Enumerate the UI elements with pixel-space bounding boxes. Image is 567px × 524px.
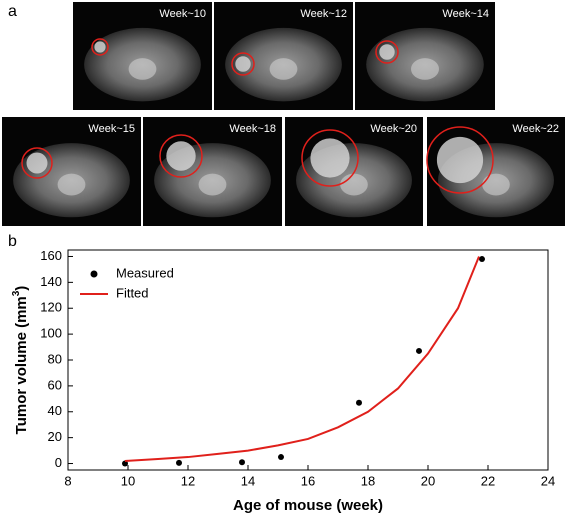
tumor (436, 136, 484, 184)
x-tick-label: 14 (241, 473, 255, 488)
data-point (356, 399, 362, 406)
mri-image: Week~10 (73, 2, 212, 110)
y-tick-label: 40 (48, 403, 62, 418)
legend-marker (90, 270, 98, 278)
data-point (122, 460, 128, 467)
tissue-inner (128, 58, 157, 80)
x-tick-label: 12 (181, 473, 195, 488)
y-axis-label: Tumor volume (mm3) (11, 286, 30, 435)
tumor-circle (91, 38, 109, 56)
x-tick-label: 8 (64, 473, 71, 488)
mri-image: Week~14 (355, 2, 495, 110)
tissue-inner (269, 58, 298, 80)
image-label: Week~20 (370, 123, 417, 135)
y-tick-label: 100 (40, 326, 62, 341)
y-axis-label-tail: ) (13, 286, 30, 291)
image-label: Week~15 (88, 123, 135, 135)
mri-image: Week~18 (143, 117, 282, 226)
x-tick-label: 10 (121, 473, 135, 488)
y-tick-label: 0 (55, 455, 62, 470)
plot-frame (67, 249, 549, 471)
y-tick-label: 140 (40, 274, 62, 289)
image-grid: Week~10 Week~12 Week~14 Week~15 Week~18 Week~… (2, 2, 565, 226)
data-point (239, 459, 245, 466)
tumor (310, 138, 350, 178)
y-axis-label-sup: 3 (11, 290, 22, 296)
panel-label: a (8, 3, 17, 20)
tissue-inner (57, 173, 86, 196)
tumor (379, 44, 395, 60)
x-tick-label: 18 (361, 473, 375, 488)
data-point (278, 454, 284, 461)
tumor (235, 56, 251, 72)
mri-image: Week~12 (214, 2, 353, 110)
x-tick-label: 22 (481, 473, 495, 488)
chart: 8 10 12 14 16 18 20 22 24 0 20 40 60 80 100 120 140 160 Ag… (11, 248, 556, 514)
panel-label: b (8, 233, 17, 250)
data-point (176, 459, 182, 466)
image-label: Week~10 (159, 8, 206, 20)
tissue-inner (482, 173, 510, 196)
image-label: Week~12 (300, 8, 347, 20)
tumor-circle (426, 126, 494, 194)
image-label: Week~14 (442, 8, 489, 20)
tissue-inner (340, 173, 368, 196)
tumor (94, 41, 106, 53)
y-tick-label: 80 (48, 351, 62, 366)
tumor-circle (375, 40, 399, 64)
tumor (166, 141, 196, 171)
y-tick-label: 60 (48, 377, 62, 392)
x-tick-label: 20 (421, 473, 435, 488)
image-label: Week~22 (512, 123, 559, 135)
data-point (479, 256, 485, 263)
tissue-inner (411, 58, 439, 80)
tumor (26, 152, 48, 174)
tissue-inner (198, 173, 227, 196)
y-tick-label: 160 (40, 248, 62, 263)
tumor-circle (301, 129, 359, 187)
tumor-circle (159, 134, 203, 178)
legend-label: Fitted (116, 285, 149, 300)
image-label: Week~18 (229, 123, 276, 135)
y-tick-label: 120 (40, 300, 62, 315)
fit-line (124, 256, 480, 462)
mri-image: Week~20 (285, 117, 423, 226)
mri-image: Week~22 (426, 117, 565, 226)
x-axis-label: Age of mouse (week) (233, 497, 383, 514)
legend-label: Measured (116, 265, 174, 280)
x-tick-label: 16 (301, 473, 315, 488)
data-point (416, 347, 422, 354)
y-tick-label: 20 (48, 429, 62, 444)
tumor-circle (21, 147, 53, 179)
tumor-circle (231, 52, 255, 76)
x-tick-label: 24 (541, 473, 555, 488)
y-axis-label-text: Tumor volume (mm (13, 296, 30, 434)
mri-image: Week~15 (2, 117, 141, 226)
